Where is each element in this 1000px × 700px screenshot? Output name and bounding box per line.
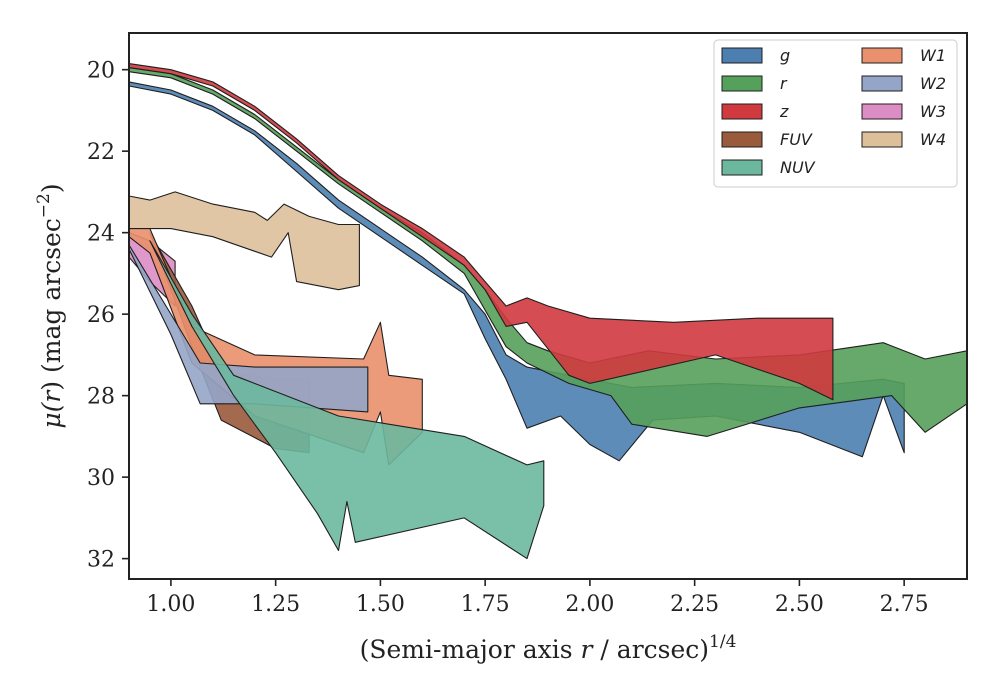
- series-band-z: [128, 63, 834, 401]
- legend-swatch-w4: [861, 131, 903, 148]
- legend-swatch-w3: [861, 103, 903, 120]
- series-band-nuv: [149, 240, 545, 560]
- legend-label-r: r: [780, 74, 788, 93]
- legend-swatch-fuv: [721, 131, 763, 148]
- y-tick-label: 20: [87, 59, 115, 84]
- legend-label-z: z: [779, 102, 789, 121]
- x-tick-label: 1.00: [146, 592, 195, 617]
- legend: grz FUV NUV W1 W2 W3 W4: [713, 39, 958, 188]
- legend-label-g: g: [780, 46, 790, 65]
- legend-swatch-z: [721, 103, 763, 120]
- x-tick-label: 2.50: [775, 592, 824, 617]
- legend-swatch-g: [721, 47, 763, 64]
- y-tick-label: 22: [87, 140, 115, 165]
- x-tick-label: 2.00: [565, 592, 614, 617]
- legend-swatch-nuv: [721, 159, 763, 176]
- legend-swatch-r: [721, 75, 763, 92]
- legend-label-w1: W1: [920, 46, 946, 65]
- x-tick-label: 1.75: [461, 592, 510, 617]
- legend-label-w3: W3: [920, 102, 946, 121]
- series-band-w4: [128, 191, 360, 291]
- legend-swatch-w2: [861, 75, 903, 92]
- legend-label-w4: W4: [920, 130, 946, 149]
- y-tick-label: 30: [87, 466, 115, 491]
- y-tick-label: 32: [87, 548, 115, 573]
- x-axis-label: (Semi-major axis r / arcsec)1/4: [360, 632, 737, 664]
- plot-frame: [128, 32, 968, 580]
- legend-label-fuv: FUV: [780, 130, 813, 149]
- series-band-w2: [128, 244, 369, 413]
- y-tick-label: 24: [87, 222, 115, 247]
- x-tick-label: 1.50: [356, 592, 405, 617]
- legend-label-w2: W2: [920, 74, 946, 93]
- x-tick-label: 2.75: [880, 592, 929, 617]
- axis-ticks: 1.00 1.25 1.50 1.75 2.00 2.25 2.50 2.75 20 22 24 26…: [87, 59, 929, 617]
- legend-swatch-w1: [861, 47, 903, 64]
- legend-label-nuv: NUV: [780, 158, 816, 177]
- y-tick-label: 26: [87, 303, 115, 328]
- y-tick-label: 28: [87, 385, 115, 410]
- x-tick-label: 2.25: [670, 592, 719, 617]
- y-axis-label: μ(r) (mag arcsec−2): [34, 183, 66, 428]
- x-tick-label: 1.25: [251, 592, 300, 617]
